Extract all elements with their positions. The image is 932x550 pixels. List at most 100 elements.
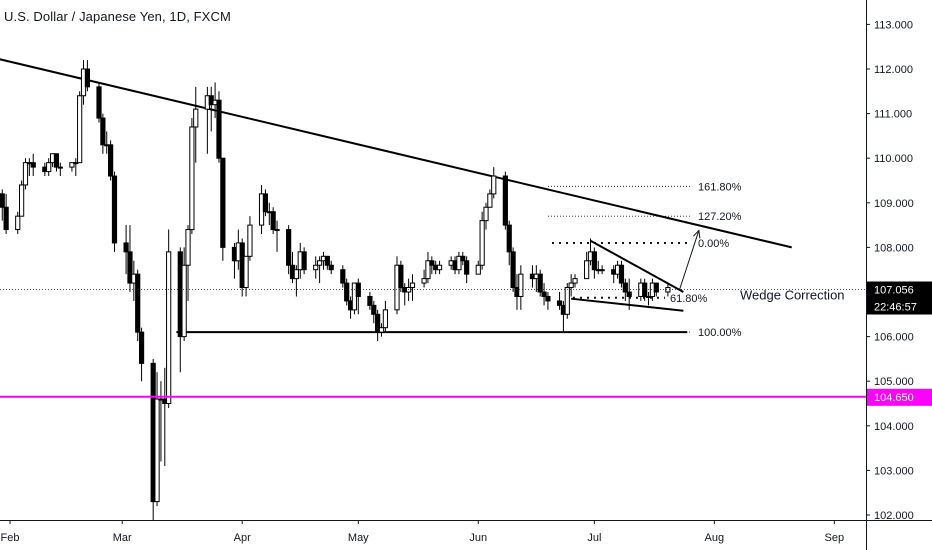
time-tick-label: Feb — [1, 532, 20, 544]
candle-body — [487, 193, 493, 208]
candle-body — [30, 162, 36, 168]
candle-body — [19, 184, 25, 217]
candle-body — [270, 211, 276, 231]
candle-body — [436, 264, 443, 271]
time-axis-background — [0, 520, 866, 550]
price-tick-label: 110.000 — [874, 153, 913, 165]
candle-body — [591, 251, 597, 271]
candle-body — [572, 278, 578, 284]
candle-body — [382, 309, 388, 329]
candle-body — [286, 229, 292, 266]
candles — [0, 60, 671, 550]
candle-body — [100, 117, 106, 146]
price-tick-label: 104.000 — [874, 421, 914, 433]
magenta-badge-label: 104.650 — [874, 392, 914, 404]
price-tick-label: 106.000 — [874, 332, 914, 344]
price-tick-label: 109.000 — [874, 198, 914, 210]
time-axis: Feb Mar Apr May Jun Jul Aug Sep — [0, 520, 932, 550]
price-tick-label: 112.000 — [874, 64, 913, 76]
candle-body — [340, 269, 346, 284]
candle-body — [541, 291, 547, 297]
candle-body — [564, 287, 570, 315]
candle-body — [510, 251, 516, 289]
price-tick-label: 105.000 — [874, 376, 914, 388]
projection-arrow-head — [692, 229, 701, 239]
candle-body — [378, 327, 385, 333]
candle-body — [3, 206, 9, 231]
candle-body — [421, 278, 427, 284]
candle-body — [15, 215, 21, 231]
candle-body — [618, 264, 625, 284]
candle-body — [429, 260, 435, 266]
candle-body — [301, 251, 307, 271]
candle-body — [111, 175, 118, 244]
candle-body — [506, 224, 512, 253]
price-markers: Wedge Correction — [0, 288, 866, 398]
fibonacci-levels: 361.80%161.80%127.20%0.00%61.80%100.00% — [548, 181, 742, 339]
wedge-correction-label: Wedge Correction — [740, 288, 845, 303]
candle-body — [475, 264, 481, 275]
candle-body — [584, 260, 590, 280]
projection-arrow-line — [679, 230, 700, 290]
candle-body — [108, 144, 114, 177]
candle-body — [642, 282, 648, 297]
candle-body — [22, 162, 29, 186]
trendline-descending-resistance — [0, 58, 792, 249]
price-axis: 102.000 103.000 104.000 105.000 106.000 107.0… — [866, 0, 932, 550]
time-tick-label: Jun — [469, 532, 487, 544]
fib-label: 61.80% — [670, 293, 708, 305]
fib-label: 100.00% — [698, 327, 742, 339]
time-tick-label: Mar — [113, 532, 132, 544]
candle-body — [537, 273, 543, 293]
fib-label: 127.20% — [698, 211, 742, 223]
candle-body — [216, 99, 222, 159]
time-tick-label: May — [348, 532, 369, 544]
candle-body — [324, 255, 330, 266]
candle-body — [483, 206, 489, 222]
candle-body — [127, 251, 133, 284]
candle-body — [622, 282, 628, 293]
candle-body — [220, 157, 226, 248]
price-tick-label: 111.000 — [874, 109, 912, 121]
candle-body — [46, 162, 52, 173]
candle-body — [96, 86, 102, 119]
candle-body — [293, 269, 299, 280]
fib-label: 161.80% — [698, 181, 742, 193]
countdown-badge — [867, 298, 932, 315]
candle-body — [135, 273, 141, 333]
candle-body — [57, 166, 63, 169]
trendline-wedge-upper — [590, 239, 684, 293]
magenta-badge — [867, 388, 932, 406]
candle-body — [344, 282, 350, 302]
candle-body — [138, 331, 145, 364]
candle-body — [166, 251, 172, 404]
candle-body — [479, 220, 485, 266]
candle-body — [375, 313, 381, 333]
price-axis-background — [866, 0, 932, 550]
candle-body — [464, 260, 470, 275]
price-tick-label: 102.000 — [874, 510, 914, 522]
candle-body — [262, 193, 269, 213]
candle-body — [425, 260, 431, 280]
chart-title: U.S. Dollar / Japanese Yen, 1D, FXCM — [4, 9, 231, 24]
candle-body — [247, 224, 253, 257]
candle-body — [355, 282, 361, 297]
candle-body — [568, 282, 574, 289]
candle-body — [599, 269, 605, 272]
candle-body — [77, 95, 83, 164]
candle-body — [626, 291, 632, 297]
candle-body — [371, 304, 377, 315]
price-badge-label: 107.056 — [874, 285, 914, 297]
candle-body — [502, 175, 508, 226]
candle-body — [367, 295, 373, 306]
candle-body — [193, 108, 199, 128]
candle-body — [274, 229, 280, 232]
time-tick-label: Jul — [587, 532, 601, 544]
price-tick-label: 108.000 — [874, 242, 914, 254]
candle-body — [398, 264, 404, 289]
candle-body — [154, 398, 160, 503]
time-tick-label: Apr — [234, 532, 251, 544]
candle-body — [181, 264, 187, 338]
candle-body — [518, 273, 524, 297]
